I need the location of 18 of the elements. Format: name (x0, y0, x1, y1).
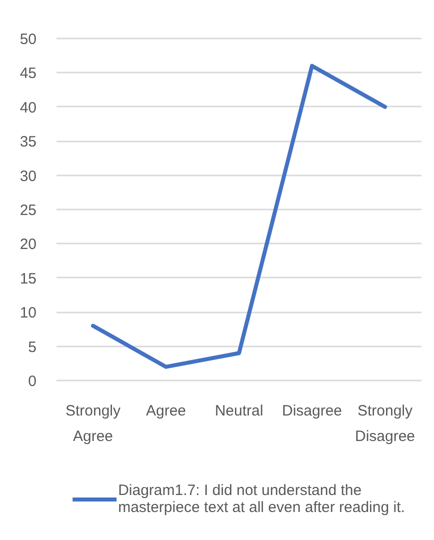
x-tick-label: Neutral (214, 402, 264, 420)
y-tick-label: 45 (20, 65, 37, 82)
y-tick-label: 20 (20, 236, 37, 254)
x-tick-label: Disagree (282, 402, 342, 420)
y-tick-label: 35 (20, 134, 37, 151)
x-tick-label: Strongly Agree (65, 402, 122, 445)
legend-label: Diagram1.7: I did not understand the masterpiece text at all even after reading it. (118, 482, 405, 516)
y-tick-label: 10 (20, 304, 37, 322)
x-tick-label: Agree (146, 402, 186, 420)
y-tick-label: 40 (20, 99, 37, 116)
y-tick-label: 0 (28, 373, 36, 390)
y-tick-label: 30 (20, 168, 37, 185)
line-series (91, 64, 387, 369)
y-tick-label: 5 (28, 338, 36, 356)
x-tick-label: Strongly Disagree (354, 402, 416, 445)
y-tick-label: 15 (20, 270, 37, 288)
y-tick-label: 50 (20, 30, 37, 48)
y-tick-label: 25 (20, 202, 37, 219)
